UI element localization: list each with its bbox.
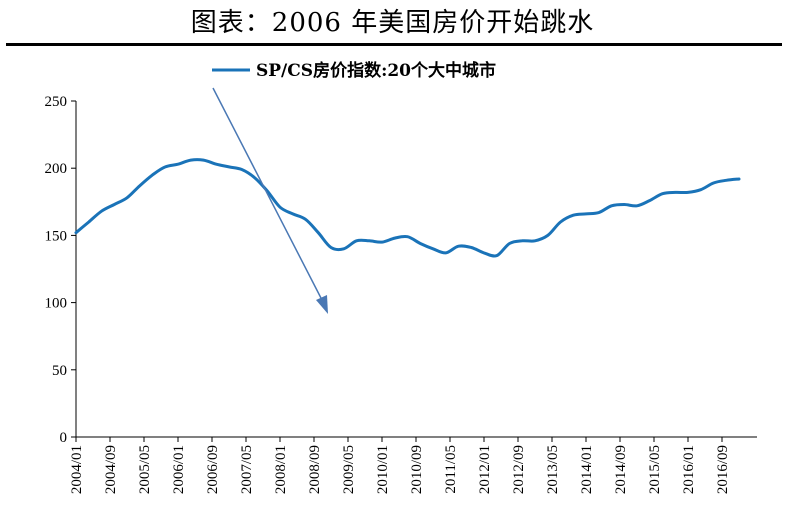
x-tick-label: 2012/01 xyxy=(477,445,493,494)
series-point xyxy=(674,191,676,193)
series-point xyxy=(649,200,651,201)
series-point xyxy=(687,191,689,193)
series-point xyxy=(725,179,727,181)
x-tick-label: 2014/01 xyxy=(579,445,595,494)
series-point xyxy=(292,213,294,215)
series-point xyxy=(509,243,510,244)
series-point xyxy=(636,205,638,207)
series-point xyxy=(407,236,408,238)
series-point xyxy=(228,166,230,168)
x-tick-label: 2004/01 xyxy=(69,445,85,494)
y-tick-label: 150 xyxy=(45,228,68,244)
series-point xyxy=(419,243,421,244)
x-tick-label: 2016/09 xyxy=(715,445,731,494)
series-point xyxy=(713,182,714,184)
series-point xyxy=(458,245,459,247)
legend-label: SP/CS房价指数:20个大中城市 xyxy=(256,60,496,81)
series-point xyxy=(139,185,141,187)
trend-arrow-head xyxy=(316,295,328,314)
series-point xyxy=(305,218,306,220)
x-tick-label: 2011/05 xyxy=(443,445,459,494)
x-tick-label: 2007/05 xyxy=(239,445,255,494)
series-point xyxy=(190,159,192,161)
series-point xyxy=(164,166,166,168)
series-point xyxy=(317,232,319,234)
series-point xyxy=(113,204,115,205)
series-point xyxy=(534,240,536,242)
series-point xyxy=(623,204,625,205)
x-tick-label: 2016/01 xyxy=(681,445,697,494)
series-point xyxy=(560,221,561,223)
series-points xyxy=(75,159,740,257)
x-axis-ticks: 2004/01 2004/09 2005/05 2006/01 2006/09 2007/… xyxy=(69,437,731,494)
series-point xyxy=(547,234,549,236)
trend-arrow-shaft xyxy=(212,87,323,301)
x-tick-label: 2013/05 xyxy=(545,445,561,494)
legend: SP/CS房价指数:20个大中城市 xyxy=(212,60,496,81)
page-title: 图表：2006 年美国房价开始跳水 xyxy=(190,8,595,38)
series-point xyxy=(483,252,485,254)
series-point xyxy=(152,174,153,176)
x-tick-label: 2008/09 xyxy=(307,445,323,494)
series-point xyxy=(356,240,357,242)
x-tick-label: 2015/05 xyxy=(647,445,663,494)
series-point xyxy=(126,197,128,199)
axes xyxy=(75,101,757,438)
series-point xyxy=(572,214,574,216)
series-point xyxy=(203,159,204,161)
x-tick-label: 2010/01 xyxy=(375,445,391,494)
series-point xyxy=(330,247,332,248)
series-point xyxy=(254,177,255,179)
series-point xyxy=(88,221,90,223)
series-point xyxy=(266,190,268,192)
series-point xyxy=(75,232,77,234)
x-tick-label: 2005/05 xyxy=(137,445,153,494)
x-tick-label: 2008/01 xyxy=(273,445,289,494)
x-tick-label: 2006/09 xyxy=(205,445,221,494)
series-point xyxy=(101,210,102,212)
x-tick-label: 2012/09 xyxy=(511,445,527,494)
y-tick-label: 0 xyxy=(60,430,68,446)
series-point xyxy=(279,206,281,208)
series-point xyxy=(598,212,600,214)
series-point xyxy=(585,213,587,215)
y-axis-ticks: 0 50 100 150 200 250 xyxy=(45,94,76,446)
series-point xyxy=(738,178,740,180)
y-tick-label: 100 xyxy=(45,296,68,312)
series-point xyxy=(241,169,243,170)
series-point xyxy=(496,255,498,257)
series-point xyxy=(445,252,447,254)
x-tick-label: 2009/05 xyxy=(341,445,357,494)
x-tick-label: 2014/09 xyxy=(613,445,629,494)
y-tick-label: 250 xyxy=(45,94,68,110)
series-point xyxy=(662,193,663,195)
series-point xyxy=(394,237,396,239)
title-divider xyxy=(6,43,782,46)
series-point xyxy=(177,163,179,165)
series-point xyxy=(521,240,523,242)
series-point xyxy=(470,247,472,248)
series-point xyxy=(368,240,370,242)
y-tick-label: 50 xyxy=(52,363,67,379)
series-point xyxy=(700,189,702,191)
series-line xyxy=(74,158,741,258)
trend-arrow xyxy=(212,87,328,314)
y-tick-label: 200 xyxy=(45,161,68,177)
series-point xyxy=(432,248,434,250)
x-tick-label: 2010/09 xyxy=(409,445,425,494)
series-point xyxy=(343,248,345,250)
x-tick-label: 2006/01 xyxy=(171,445,187,494)
series-point xyxy=(381,241,383,243)
series-point xyxy=(611,205,612,207)
x-tick-label: 2004/09 xyxy=(103,445,119,494)
series-point xyxy=(215,163,217,165)
